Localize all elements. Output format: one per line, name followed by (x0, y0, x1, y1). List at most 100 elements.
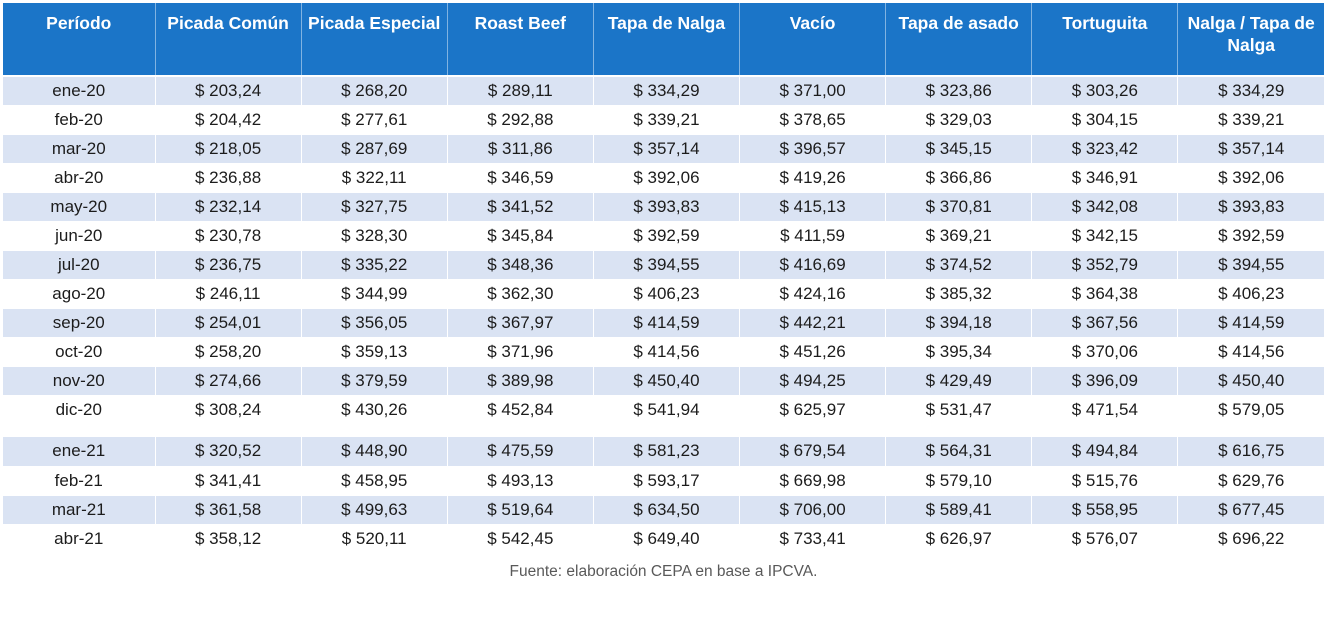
price-cell: $ 323,42 (1031, 134, 1179, 164)
price-cell: $ 370,81 (885, 192, 1033, 222)
price-cell: $ 334,29 (1177, 76, 1324, 106)
price-cell: $ 416,69 (739, 250, 887, 280)
price-cell: $ 204,42 (155, 105, 302, 135)
column-header: Picada Especial (301, 3, 448, 77)
price-cell: $ 342,15 (1031, 221, 1179, 251)
price-cell: $ 593,17 (593, 466, 741, 496)
price-cell: $ 236,75 (155, 250, 302, 280)
price-cell: $ 361,58 (155, 495, 302, 525)
table-row: jul-20 $ 236,75 $ 335,22 $ 348,36 $ 394,55 $ … (3, 250, 1324, 280)
price-cell: $ 308,24 (155, 395, 302, 425)
price-cell: $ 576,07 (1031, 524, 1179, 554)
year-gap-spacer (3, 424, 1324, 437)
price-cell: $ 328,30 (301, 221, 448, 251)
price-cell: $ 450,40 (593, 366, 741, 396)
spacer-cell (3, 424, 1324, 437)
price-cell: $ 475,59 (447, 437, 594, 467)
period-cell: ene-21 (3, 437, 156, 467)
period-cell: jun-20 (3, 221, 156, 251)
table-row: nov-20 $ 274,66 $ 379,59 $ 389,98 $ 450,40 $ … (3, 366, 1324, 396)
table-row: ene-20 $ 203,24 $ 268,20 $ 289,11 $ 334,29 $ … (3, 76, 1324, 106)
table-row: feb-21 $ 341,41 $ 458,95 $ 493,13 $ 593,17 $ … (3, 466, 1324, 496)
price-cell: $ 356,05 (301, 308, 448, 338)
price-cell: $ 392,06 (1177, 163, 1324, 193)
price-cell: $ 396,09 (1031, 366, 1179, 396)
period-cell: mar-21 (3, 495, 156, 525)
table-row: mar-21 $ 361,58 $ 499,63 $ 519,64 $ 634,50 $ … (3, 495, 1324, 525)
table-header: Período Picada Común Picada Especial Roast … (3, 3, 1324, 77)
price-cell: $ 346,59 (447, 163, 594, 193)
price-cell: $ 311,86 (447, 134, 594, 164)
price-cell: $ 287,69 (301, 134, 448, 164)
price-cell: $ 542,45 (447, 524, 594, 554)
period-cell: ago-20 (3, 279, 156, 309)
price-cell: $ 515,76 (1031, 466, 1179, 496)
price-cell: $ 494,84 (1031, 437, 1179, 467)
price-cell: $ 344,99 (301, 279, 448, 309)
price-cell: $ 448,90 (301, 437, 448, 467)
price-cell: $ 371,00 (739, 76, 887, 106)
price-cell: $ 277,61 (301, 105, 448, 135)
table-row: ago-20 $ 246,11 $ 344,99 $ 362,30 $ 406,23 $ … (3, 279, 1324, 309)
price-cell: $ 254,01 (155, 308, 302, 338)
price-cell: $ 669,98 (739, 466, 887, 496)
price-cell: $ 366,86 (885, 163, 1033, 193)
column-header: Tapa de asado (885, 3, 1033, 77)
price-cell: $ 392,06 (593, 163, 741, 193)
price-cell: $ 625,97 (739, 395, 887, 425)
price-cell: $ 520,11 (301, 524, 448, 554)
table-row: feb-20 $ 204,42 $ 277,61 $ 292,88 $ 339,21 $ … (3, 105, 1324, 135)
period-cell: mar-20 (3, 134, 156, 164)
period-cell: abr-20 (3, 163, 156, 193)
price-cell: $ 499,63 (301, 495, 448, 525)
price-cell: $ 346,91 (1031, 163, 1179, 193)
price-cell: $ 471,54 (1031, 395, 1179, 425)
price-cell: $ 677,45 (1177, 495, 1324, 525)
price-cell: $ 414,59 (593, 308, 741, 338)
price-cell: $ 374,52 (885, 250, 1033, 280)
price-cell: $ 394,55 (1177, 250, 1324, 280)
price-cell: $ 345,84 (447, 221, 594, 251)
price-cell: $ 218,05 (155, 134, 302, 164)
price-cell: $ 679,54 (739, 437, 887, 467)
column-header: Período (3, 3, 156, 77)
price-cell: $ 370,06 (1031, 337, 1179, 367)
price-cell: $ 323,86 (885, 76, 1033, 106)
price-cell: $ 558,95 (1031, 495, 1179, 525)
price-table: Período Picada Común Picada Especial Roast … (3, 3, 1324, 554)
price-cell: $ 345,15 (885, 134, 1033, 164)
period-cell: feb-21 (3, 466, 156, 496)
table-body: ene-20 $ 203,24 $ 268,20 $ 289,11 $ 334,29 $ … (3, 76, 1324, 554)
price-cell: $ 236,88 (155, 163, 302, 193)
price-cell: $ 414,56 (593, 337, 741, 367)
price-cell: $ 452,84 (447, 395, 594, 425)
price-cell: $ 733,41 (739, 524, 887, 554)
price-cell: $ 392,59 (593, 221, 741, 251)
column-header: Vacío (739, 3, 887, 77)
price-cell: $ 322,11 (301, 163, 448, 193)
price-cell: $ 415,13 (739, 192, 887, 222)
price-cell: $ 424,16 (739, 279, 887, 309)
source-note: Fuente: elaboración CEPA en base a IPCVA… (509, 562, 818, 580)
table-row: ene-21 $ 320,52 $ 448,90 $ 475,59 $ 581,23 $ … (3, 437, 1324, 467)
price-cell: $ 339,21 (593, 105, 741, 135)
column-header: Tapa de Nalga (593, 3, 741, 77)
price-cell: $ 378,65 (739, 105, 887, 135)
price-cell: $ 634,50 (593, 495, 741, 525)
column-header: Nalga / Tapa de Nalga (1177, 3, 1324, 77)
price-cell: $ 519,64 (447, 495, 594, 525)
price-cell: $ 362,30 (447, 279, 594, 309)
price-cell: $ 706,00 (739, 495, 887, 525)
price-cell: $ 329,03 (885, 105, 1033, 135)
price-cell: $ 394,55 (593, 250, 741, 280)
price-cell: $ 357,14 (1177, 134, 1324, 164)
price-cell: $ 494,25 (739, 366, 887, 396)
price-cell: $ 258,20 (155, 337, 302, 367)
period-cell: may-20 (3, 192, 156, 222)
price-cell: $ 364,38 (1031, 279, 1179, 309)
period-cell: ene-20 (3, 76, 156, 106)
price-cell: $ 430,26 (301, 395, 448, 425)
price-cell: $ 414,56 (1177, 337, 1324, 367)
price-cell: $ 230,78 (155, 221, 302, 251)
